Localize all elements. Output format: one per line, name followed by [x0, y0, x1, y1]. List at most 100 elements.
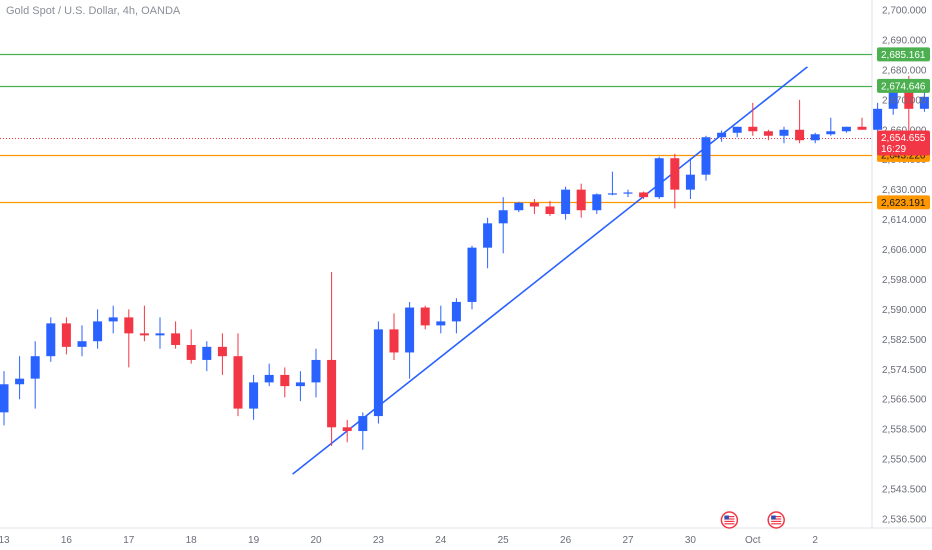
- x-tick-label: 27: [622, 535, 634, 546]
- bullish-candle: [483, 217, 493, 269]
- bearish-candle: [420, 305, 430, 330]
- bearish-candle: [342, 419, 352, 443]
- bullish-candle: [810, 132, 820, 144]
- event-icons: [720, 511, 785, 529]
- candle-body: [311, 359, 321, 383]
- flag-stripe: [724, 516, 735, 518]
- bearish-candle: [748, 102, 758, 136]
- price-tag-background: [877, 195, 930, 210]
- time-axis[interactable]: 13 16 17 18 19 20 23 24 25 26 27 30 Oct 2: [0, 535, 818, 546]
- candle-body: [919, 96, 929, 109]
- candle-body: [171, 333, 181, 345]
- candle-body: [810, 134, 820, 141]
- us-flag-event-icon: [720, 511, 739, 529]
- bullish-candle: [561, 186, 571, 220]
- candle-body: [233, 356, 243, 409]
- bullish-candle: [498, 197, 508, 254]
- candle-body: [155, 333, 165, 336]
- bullish-candle: [0, 371, 9, 426]
- candle-body: [186, 344, 196, 360]
- y-tick-label: 2,582.500: [882, 335, 927, 346]
- y-tick-label: 2,550.500: [882, 455, 927, 466]
- candle-body: [670, 158, 680, 190]
- candle-body: [451, 301, 461, 322]
- candle-body: [857, 126, 867, 130]
- x-tick-label: 18: [186, 535, 198, 546]
- candle-body: [389, 329, 399, 353]
- horizontal-levels: [0, 53, 872, 204]
- price-tag-background: [877, 47, 930, 62]
- trend-line: [292, 66, 808, 475]
- bearish-candle: [327, 271, 337, 447]
- candle-body: [732, 126, 742, 133]
- candle-body: [483, 223, 493, 248]
- candle-body: [139, 333, 149, 336]
- x-tick-label: 25: [498, 535, 510, 546]
- candle-body: [61, 323, 71, 347]
- level-price-tag: 2,623.191: [877, 195, 930, 210]
- price-tag-label: 2,643.220: [881, 150, 926, 161]
- y-tick-label: 2,614.000: [882, 215, 927, 226]
- y-tick-label: 2,606.000: [882, 245, 927, 256]
- bearish-candle: [795, 99, 805, 144]
- bullish-candle: [467, 245, 477, 310]
- y-tick-label: 2,630.000: [882, 185, 927, 196]
- bearish-candle: [545, 200, 555, 216]
- candle-body: [576, 189, 586, 211]
- bullish-candle: [701, 135, 711, 181]
- level-price-tag: 2,685.161: [877, 47, 930, 62]
- bullish-candle: [202, 341, 212, 372]
- bullish-candle: [155, 317, 165, 349]
- candle-body: [826, 131, 836, 135]
- bullish-candle: [311, 348, 321, 398]
- x-tick-label: 19: [248, 535, 260, 546]
- bullish-candle: [685, 158, 695, 200]
- candle-body: [280, 374, 290, 387]
- flag-stripe: [724, 520, 735, 522]
- candle-body: [295, 382, 305, 387]
- bearish-candle: [233, 333, 243, 417]
- candle-body: [748, 126, 758, 132]
- us-flag-event-icon: [767, 511, 785, 529]
- bullish-candle: [873, 102, 883, 132]
- price-tag-label: 2,685.161: [881, 50, 926, 61]
- candle-body: [358, 416, 368, 432]
- bearish-candle: [576, 183, 586, 218]
- candle-body: [873, 108, 883, 130]
- candle-body: [717, 132, 727, 138]
- candle-body: [795, 129, 805, 141]
- y-tick-label: 2,566.500: [882, 395, 927, 406]
- candle-body: [685, 174, 695, 190]
- bearish-candle: [171, 321, 181, 349]
- candle-body: [420, 307, 430, 326]
- flag-stripe: [724, 518, 735, 520]
- price-tag-background: [877, 78, 930, 93]
- y-tick-label: 2,536.500: [882, 515, 927, 526]
- x-tick-label: 16: [61, 535, 73, 546]
- x-tick-label: 23: [373, 535, 385, 546]
- x-tick-label: 30: [685, 535, 697, 546]
- bullish-candle: [77, 325, 87, 357]
- x-tick-label: 17: [123, 535, 135, 546]
- candle-body: [249, 382, 259, 409]
- level-price-tag: 2,674.646: [877, 78, 930, 93]
- candle-body: [904, 81, 914, 109]
- candles: [0, 75, 929, 450]
- bullish-candle: [826, 117, 836, 136]
- last-price-label: 2,654.655: [881, 133, 926, 144]
- candle-body: [545, 206, 555, 214]
- bearish-candle: [217, 333, 227, 375]
- bullish-candle: [451, 298, 461, 334]
- bullish-candle: [264, 363, 274, 387]
- bullish-candle: [373, 321, 383, 424]
- bearish-candle: [857, 117, 867, 130]
- bullish-candle: [654, 156, 664, 200]
- flag-stripe: [771, 516, 782, 518]
- candle-body: [327, 359, 337, 428]
- y-tick-label: 2,543.500: [882, 485, 927, 496]
- trend-line-layer: [292, 66, 808, 475]
- flag-stripe: [771, 520, 782, 522]
- bullish-candle: [93, 309, 103, 349]
- flag-canton: [724, 515, 729, 520]
